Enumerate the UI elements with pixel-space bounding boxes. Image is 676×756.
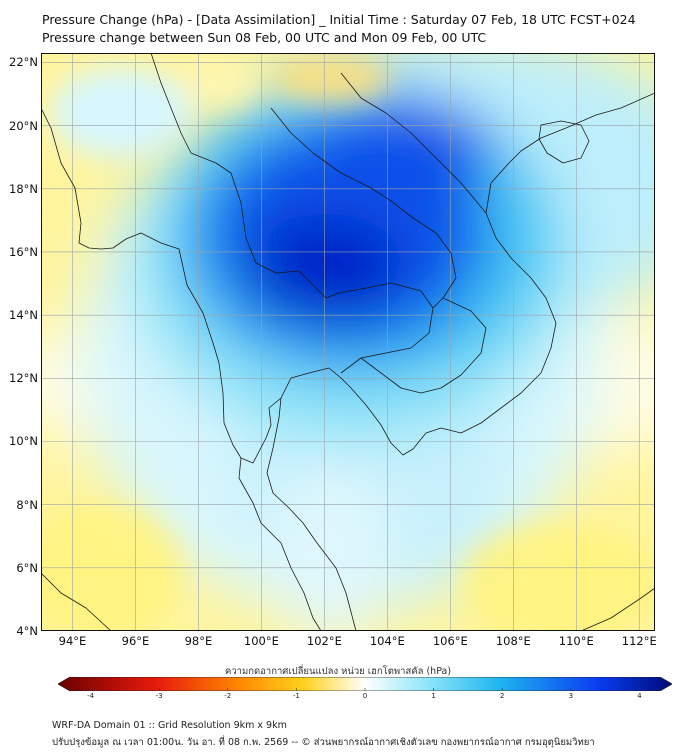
coastlines-and-borders [41, 53, 655, 631]
sumatra-coast [41, 572, 112, 631]
pressure-field [41, 53, 655, 631]
colorbar-tick-label: -3 [155, 692, 163, 700]
latitude-label: 10°N [9, 434, 38, 449]
colorbar-tick-label: -4 [87, 692, 95, 700]
update-info: ปรับปรุงข้อมูล ณ เวลา 01:00น. วัน อา. ที… [52, 737, 595, 748]
latitude-label: 4°N [16, 624, 38, 638]
colorbar-tick-label: 2 [499, 692, 505, 700]
laos-border [270, 107, 457, 309]
malay-peninsula-east [266, 397, 357, 631]
longitude-label: 96°E [121, 634, 150, 648]
latitude-label: 18°N [9, 181, 38, 196]
longitude-label: 100°E [243, 634, 279, 648]
longitude-label: 108°E [495, 634, 531, 648]
longitude-label: 102°E [306, 634, 342, 648]
colorbar-tick-label: 0 [362, 692, 368, 700]
thailand-border [190, 152, 434, 374]
myanmar-coast [41, 107, 282, 464]
colorbar-tick-label: 4 [637, 692, 642, 700]
longitude-label: 104°E [369, 634, 405, 648]
malay-peninsula-west [238, 457, 322, 631]
map-border [41, 53, 655, 631]
longitude-label: 94°E [58, 634, 87, 648]
latitude-label: 20°N [9, 118, 38, 133]
pressure-change-map [41, 53, 655, 631]
colorbar-tick-label: 1 [431, 692, 436, 700]
latitude-label: 16°N [9, 244, 38, 259]
colorbar-title: ความกดอากาศเปลี่ยนแปลง หน่วย เฮกโตพาสคัล… [224, 666, 452, 677]
latitude-label: 8°N [16, 497, 38, 512]
cambodia-border [360, 297, 487, 394]
myanmar-china-border [150, 53, 192, 154]
latitude-label: 22°N [9, 55, 38, 70]
longitude-label: 98°E [184, 634, 213, 648]
colorbar-tick-label: -1 [292, 692, 300, 700]
hainan-island [538, 120, 590, 164]
latitude-label: 12°N [9, 371, 38, 386]
model-info: WRF-DA Domain 01 :: Grid Resolution 9km … [52, 720, 287, 731]
colorbar-tick-label: 3 [568, 692, 574, 700]
colorbar [58, 677, 672, 691]
gulf-of-thailand-coast [280, 367, 427, 456]
longitude-label: 110°E [558, 634, 594, 648]
latitude-label: 6°N [16, 560, 38, 575]
colorbar-tick-label: -2 [224, 692, 232, 700]
chart-subtitle: Pressure change between Sun 08 Feb, 00 U… [42, 30, 487, 45]
longitude-label: 112°E [621, 634, 657, 648]
chart-title: Pressure Change (hPa) - [Data Assimilati… [42, 12, 636, 27]
longitude-label: 106°E [432, 634, 468, 648]
borneo-coast [580, 587, 655, 631]
latitude-label: 14°N [9, 308, 38, 323]
vietnam-border [340, 72, 487, 214]
indochina-coast [425, 92, 655, 434]
